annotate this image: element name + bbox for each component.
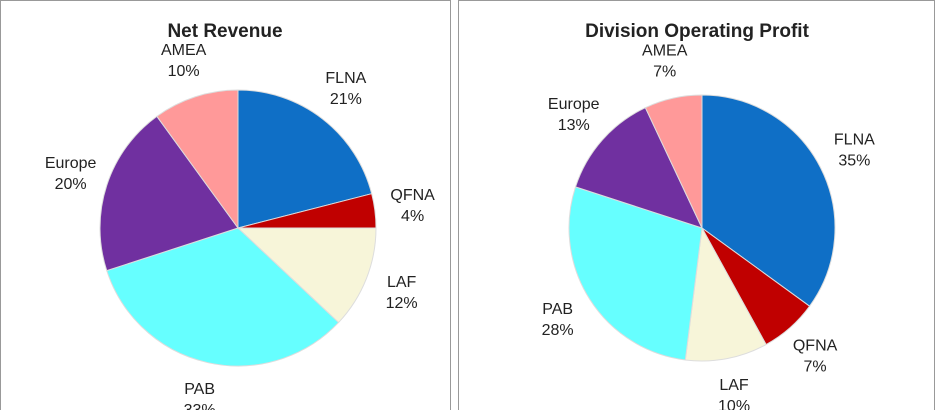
slice-label: FLNA — [325, 70, 366, 87]
slice-label: FLNA — [834, 132, 875, 149]
pie-slice — [106, 227, 340, 367]
slice-value-label: 10% — [168, 63, 200, 80]
slice-value-label: 7% — [653, 63, 676, 80]
slice-value-label: 13% — [558, 117, 590, 134]
slice-value-label: 4% — [401, 208, 424, 225]
slice-label: AMEA — [161, 42, 207, 59]
slice-value-label: 28% — [542, 322, 574, 339]
slice-label: AMEA — [642, 42, 688, 59]
pie-slice — [99, 115, 239, 272]
slice-label: Europe — [45, 155, 97, 172]
chart-title: Division Operating Profit — [585, 21, 809, 42]
slice-value-label: 7% — [804, 358, 827, 375]
pie-slice — [568, 186, 703, 361]
slice-value-label: 20% — [55, 176, 87, 193]
slice-label: LAF — [387, 274, 417, 291]
pie-slice — [701, 94, 836, 307]
slice-value-label: 33% — [184, 402, 216, 410]
pie-slice — [644, 94, 703, 229]
pie-slice — [574, 106, 703, 229]
slice-label: Europe — [548, 96, 600, 113]
slice-label: QFNA — [793, 337, 838, 354]
slice-value-label: 10% — [718, 398, 750, 410]
slice-label: PAB — [542, 301, 573, 318]
slice-label: PAB — [184, 381, 215, 398]
slice-label: QFNA — [390, 187, 435, 204]
slice-value-label: 35% — [838, 153, 870, 170]
pie-slice — [156, 89, 239, 230]
slice-label: LAF — [719, 377, 749, 394]
slice-value-label: 12% — [386, 295, 418, 312]
slice-value-label: 21% — [330, 91, 362, 108]
pie-slice — [684, 226, 767, 362]
pie-slice — [236, 227, 377, 324]
pie-slice — [237, 89, 373, 229]
chart-title: Net Revenue — [167, 21, 282, 42]
